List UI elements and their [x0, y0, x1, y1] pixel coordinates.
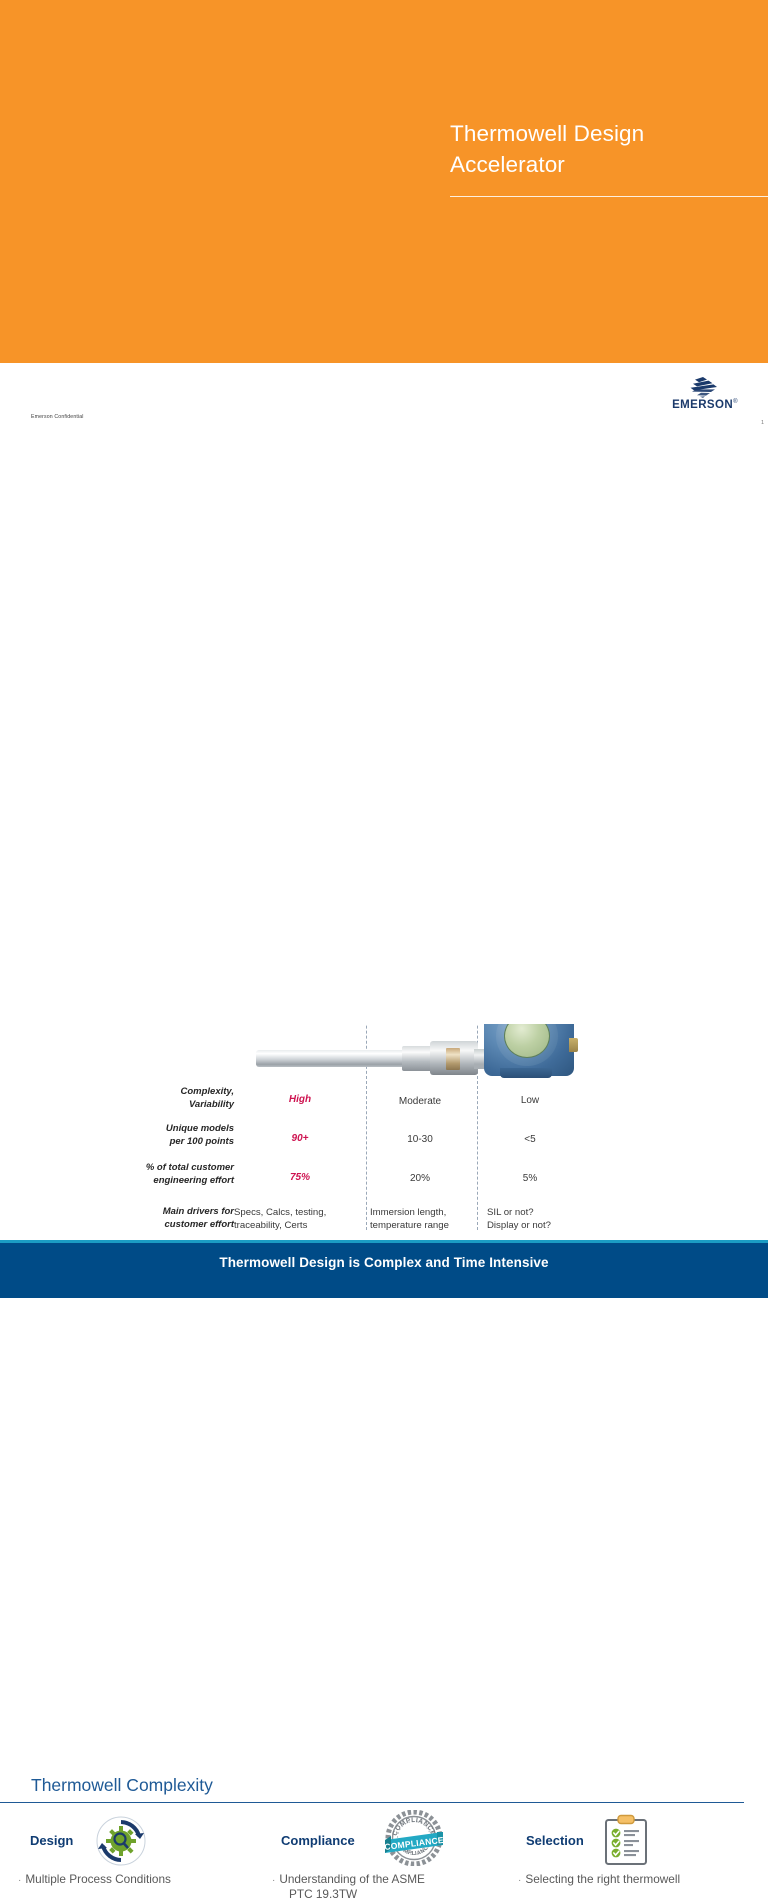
confidential-footer: Emerson Confidential — [31, 414, 84, 420]
bullet-dot: · — [272, 1875, 276, 1886]
clipboard-checklist-icon — [605, 1814, 647, 1865]
row-label-complexity: Complexity, Variability — [180, 1086, 235, 1110]
cover-title: Thermowell Design Accelerator — [450, 118, 750, 180]
cell-drivers-transmitter: SIL or not? Display or not? — [487, 1207, 551, 1231]
thermowell-probe — [256, 1050, 406, 1067]
bullet-dot: · — [518, 1875, 522, 1886]
cell-effort-transmitter: 5% — [522, 1173, 538, 1184]
brass-nipple — [446, 1048, 460, 1070]
cell-drivers-thermowell: Specs, Calcs, testing, traceability, Cer… — [234, 1207, 327, 1231]
category-label-compliance: Compliance — [281, 1833, 355, 1848]
cell-unique-models-thermowell: 90+ — [291, 1133, 309, 1144]
cover-title-line-2: Accelerator — [450, 152, 565, 177]
cell-unique-models-transmitter: <5 — [524, 1134, 536, 1145]
compliance-stamp-icon: COMPLIANCE COMPLIANCE COMPLIANCE — [384, 1810, 444, 1866]
transmitter-conduit-port — [569, 1038, 578, 1052]
row-label-engineering-effort: % of total customer engineering effort — [145, 1162, 234, 1186]
emerson-logo: EMERSON® — [662, 377, 748, 417]
cell-complexity-transmitter: Low — [520, 1095, 540, 1106]
slide-engineering-effort: Temperature Design requires Extensive En… — [0, 432, 768, 1298]
selection-bullet-1: · Selecting the right thermowell — [518, 1872, 681, 1886]
slide-thermowell-complexity: Thermowell Complexity Design · Multiple P… — [0, 866, 768, 1901]
cover-title-underline — [450, 196, 768, 197]
cover-title-line-1: Thermowell Design — [450, 121, 645, 146]
cell-drivers-sensor: Immersion length, temperature range — [370, 1207, 449, 1231]
cell-effort-sensor: 20% — [409, 1173, 430, 1184]
emerson-wordmark: EMERSON® — [672, 399, 738, 411]
banner-accent-strip — [0, 1240, 768, 1243]
emerson-diamond-mark — [690, 377, 717, 398]
category-label-selection: Selection — [526, 1833, 584, 1848]
design-gear-cycle-icon — [96, 1816, 146, 1866]
cell-effort-thermowell: 75% — [289, 1172, 310, 1183]
cell-complexity-sensor: Moderate — [398, 1096, 442, 1107]
row-label-main-drivers: Main drivers for customer effort — [162, 1206, 234, 1230]
cover-orange-background — [0, 0, 768, 363]
design-bullet-1: · Multiple Process Conditions — [18, 1872, 171, 1886]
cell-unique-models-sensor: 10-30 — [407, 1134, 433, 1145]
page-number: 1 — [760, 420, 764, 426]
banner-text: Thermowell Design is Complex and Time In… — [219, 1255, 549, 1270]
bullet-dot: · — [18, 1875, 22, 1886]
slide-cover: Thermowell Design Accelerator Emerson Co… — [0, 0, 768, 432]
transmitter-bottom-cover — [500, 1068, 552, 1078]
slide3-title-underline — [0, 1802, 744, 1803]
slide2-conclusion-banner: Thermowell Design is Complex and Time In… — [0, 1240, 768, 1298]
compliance-bullet-1-cont: PTC 19.3TW — [289, 1887, 358, 1901]
row-label-unique-models: Unique models per 100 points — [165, 1123, 234, 1147]
category-label-design: Design — [30, 1833, 74, 1848]
slide3-title: Thermowell Complexity — [31, 1775, 213, 1795]
cell-complexity-thermowell: High — [288, 1094, 312, 1105]
